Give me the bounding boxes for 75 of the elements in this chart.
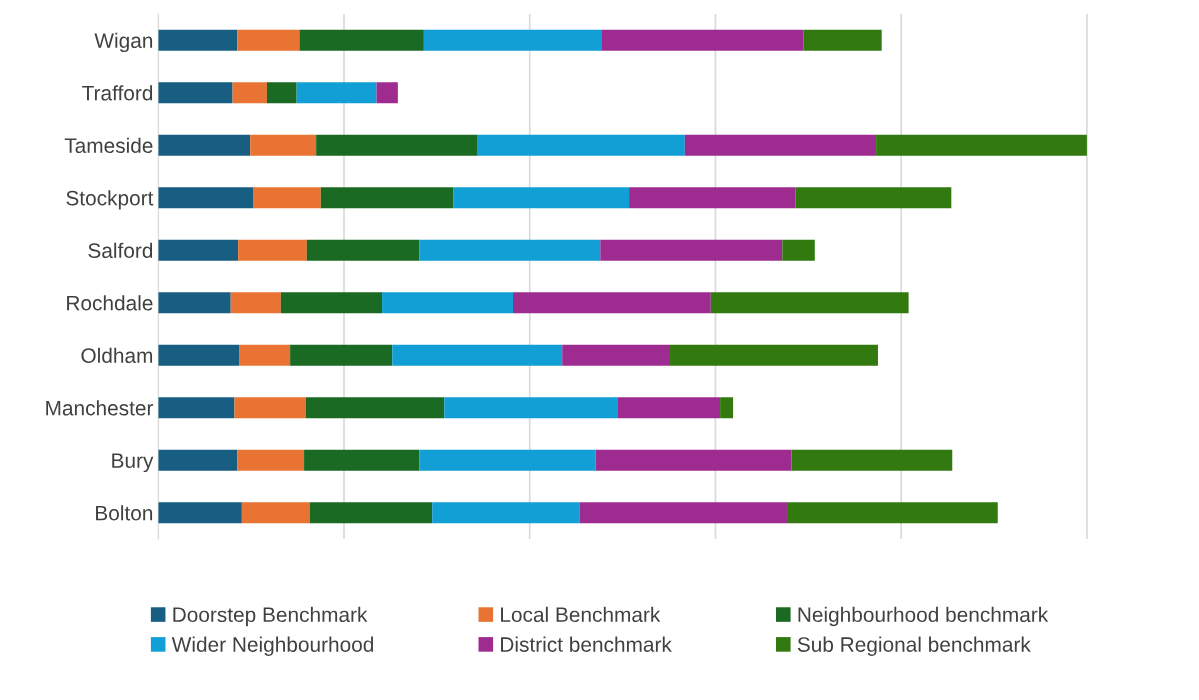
legend-label: Wider Neighbourhood bbox=[171, 636, 374, 657]
bar bbox=[238, 239, 307, 261]
bar bbox=[684, 134, 877, 156]
bar bbox=[477, 134, 685, 156]
bar bbox=[306, 239, 420, 261]
bar bbox=[419, 239, 601, 261]
bar bbox=[280, 292, 383, 314]
y-tick-label: Trafford bbox=[82, 85, 153, 101]
bar bbox=[316, 134, 478, 156]
bar bbox=[444, 397, 618, 419]
bar bbox=[305, 397, 445, 419]
bar bbox=[579, 502, 787, 524]
bar bbox=[562, 344, 670, 366]
y-tick-label: Salford bbox=[88, 242, 153, 258]
bar bbox=[234, 397, 306, 419]
bar bbox=[252, 187, 321, 209]
y-tick-label: Stockport bbox=[66, 190, 154, 210]
bar bbox=[250, 134, 317, 156]
bar bbox=[237, 29, 300, 51]
legend-label: Doorstep Benchmark bbox=[173, 606, 368, 627]
bar bbox=[158, 502, 242, 524]
bar bbox=[803, 29, 882, 51]
bar bbox=[720, 397, 734, 419]
bar bbox=[158, 82, 233, 104]
y-tick-label: Oldham bbox=[81, 347, 153, 363]
bar bbox=[513, 292, 711, 314]
bar bbox=[158, 187, 253, 209]
bar bbox=[423, 29, 602, 51]
bar bbox=[158, 239, 239, 261]
y-tick-label: Manchester bbox=[46, 400, 154, 416]
bar bbox=[158, 134, 251, 156]
bar bbox=[629, 187, 796, 209]
bar bbox=[237, 449, 305, 471]
legend-label: Neighbourhood benchmark bbox=[798, 606, 1049, 627]
bar bbox=[392, 344, 563, 366]
bar bbox=[232, 82, 267, 104]
bar bbox=[617, 397, 721, 419]
y-tick-label: Rochdale bbox=[67, 295, 153, 311]
bar bbox=[791, 449, 953, 471]
bar bbox=[158, 292, 231, 314]
bar bbox=[376, 82, 398, 104]
y-tick-label: Tameside bbox=[64, 137, 153, 153]
bar bbox=[710, 292, 909, 314]
bar bbox=[419, 449, 596, 471]
bar bbox=[296, 82, 377, 104]
bar bbox=[158, 29, 238, 51]
bar bbox=[158, 397, 235, 419]
bar bbox=[669, 344, 878, 366]
bar bbox=[299, 29, 424, 51]
legend-label: District benchmark bbox=[501, 636, 672, 652]
bar bbox=[786, 502, 998, 524]
bar bbox=[600, 239, 783, 261]
bar bbox=[382, 292, 514, 314]
legend-label: Sub Regional benchmark bbox=[797, 636, 1031, 657]
bar bbox=[266, 82, 297, 104]
bar bbox=[158, 449, 238, 471]
bar bbox=[432, 502, 580, 524]
bar bbox=[158, 344, 240, 366]
bar bbox=[320, 187, 454, 209]
bar bbox=[241, 502, 310, 524]
y-tick-label: Wigan bbox=[94, 32, 153, 53]
bar bbox=[304, 449, 420, 471]
bar bbox=[876, 134, 1087, 156]
y-tick-label: Bolton bbox=[96, 505, 153, 521]
bar bbox=[290, 344, 393, 366]
bar bbox=[601, 29, 804, 51]
legend-label: Local Benchmark bbox=[501, 606, 661, 623]
bar bbox=[309, 502, 433, 524]
bar bbox=[795, 187, 952, 209]
y-tick-label: Bury bbox=[112, 453, 154, 473]
bar bbox=[239, 344, 291, 366]
bar bbox=[230, 292, 281, 314]
bar bbox=[453, 187, 630, 209]
bar bbox=[782, 239, 815, 261]
bar bbox=[595, 449, 792, 471]
